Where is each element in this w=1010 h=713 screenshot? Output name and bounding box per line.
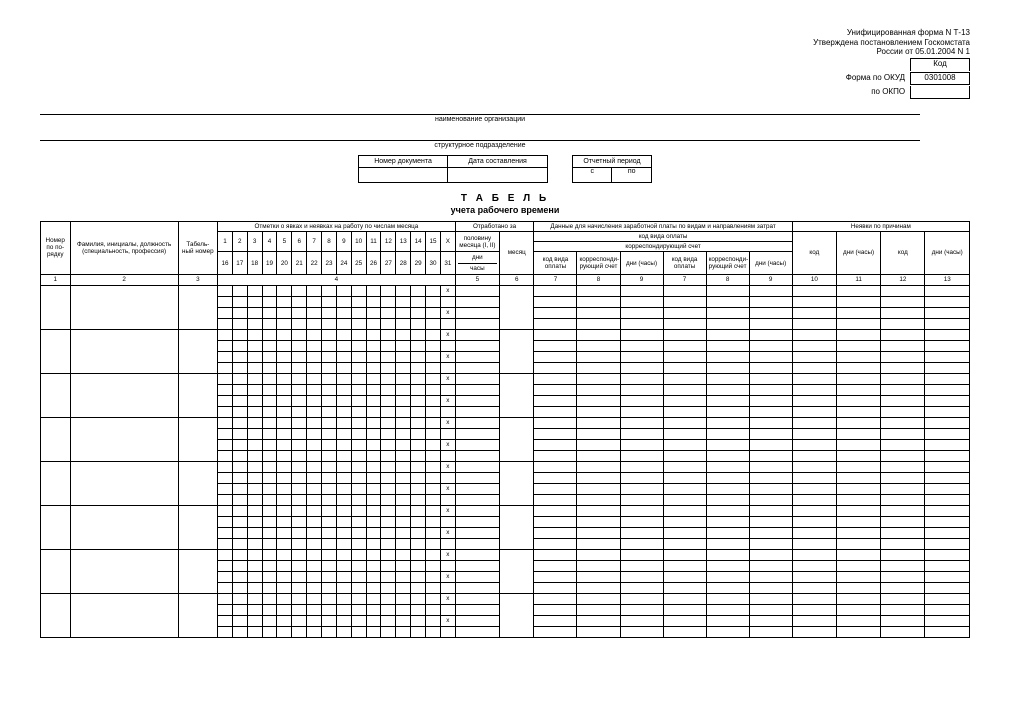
day-23: 23: [322, 252, 337, 274]
col-tab: Табель- ный номер: [178, 221, 217, 274]
pay-corr-1: корреспонди- рующий счет: [577, 252, 620, 274]
col-marks: Отметки о явках и неявках на работу по ч…: [218, 221, 456, 231]
day-26: 26: [366, 252, 381, 274]
doc-subtitle: учета рабочего времени: [40, 205, 970, 215]
subdiv-line: [40, 131, 920, 141]
doc-title: Т А Б Е Л Ь: [40, 193, 970, 204]
day-29: 29: [411, 252, 426, 274]
day-2: 2: [232, 232, 247, 252]
day-25: 25: [351, 252, 366, 274]
day-15: 15: [426, 232, 441, 252]
day-16: 16: [218, 252, 233, 274]
abs-days1: дни (часы): [836, 232, 880, 275]
okpo-label: по ОКПО: [871, 87, 905, 96]
day-4: 4: [262, 232, 277, 252]
day-18: 18: [247, 252, 262, 274]
col-paydata: Данные для начисления заработной платы п…: [534, 221, 792, 231]
approval-line2: Утверждена постановлением Госкомстата: [40, 38, 970, 48]
col-half: половину месяца (I, II): [455, 232, 499, 252]
col-name: Фамилия, инициалы, должность (специально…: [70, 221, 178, 274]
pay-dh-2: дни (часы): [749, 252, 792, 274]
day-11: 11: [366, 232, 381, 252]
okud-code: 0301008: [910, 72, 970, 85]
day-10: 10: [351, 232, 366, 252]
table-row: x: [41, 329, 970, 340]
day-12: 12: [381, 232, 396, 252]
day-x1: X: [440, 232, 455, 252]
col-corr: корреспондирующий счет: [534, 242, 792, 252]
day-21: 21: [292, 252, 307, 274]
day-30: 30: [426, 252, 441, 274]
table-row: x: [41, 373, 970, 384]
day-19: 19: [262, 252, 277, 274]
pay-type-2: код вида оплаты: [663, 252, 706, 274]
pay-type-1: код вида оплаты: [534, 252, 577, 274]
docnum-box: Номер документа: [358, 155, 448, 183]
day-6: 6: [292, 232, 307, 252]
abs-code1: код: [792, 232, 836, 275]
day-17: 17: [232, 252, 247, 274]
org-caption: наименование организации: [40, 116, 920, 123]
form-approval: Унифицированная форма N Т-13 Утверждена …: [40, 28, 970, 57]
day-9: 9: [336, 232, 351, 252]
col-days-hours: дни часы: [455, 252, 499, 274]
pay-dh-1: дни (часы): [620, 252, 663, 274]
docdate-box: Дата составления: [448, 155, 548, 183]
day-14: 14: [411, 232, 426, 252]
table-row: x: [41, 417, 970, 428]
doc-meta-row: Номер документа Дата составления Отчетны…: [40, 155, 970, 183]
timesheet-table: Номер по по- рядку Фамилия, инициалы, до…: [40, 221, 970, 638]
day-22: 22: [307, 252, 322, 274]
day-20: 20: [277, 252, 292, 274]
abs-code2: код: [881, 232, 925, 275]
day-28: 28: [396, 252, 411, 274]
approval-line3: России от 05.01.2004 N 1: [40, 47, 970, 57]
col-num: Номер по по- рядку: [41, 221, 71, 274]
okpo-code: [910, 86, 970, 99]
day-8: 8: [322, 232, 337, 252]
col-worked: Отработано за: [455, 221, 534, 231]
day-3: 3: [247, 232, 262, 252]
table-row: x: [41, 285, 970, 296]
table-row: x: [41, 461, 970, 472]
day-7: 7: [307, 232, 322, 252]
day-1: 1: [218, 232, 233, 252]
day-13: 13: [396, 232, 411, 252]
col-total: месяц: [500, 232, 534, 275]
column-number-row: 1 2 3 4 5 6 7 8 9 7 8 9 10 11 12 13: [41, 274, 970, 285]
day-31: 31: [440, 252, 455, 274]
subdiv-caption: структурное подразделение: [40, 142, 920, 149]
period-box: Отчетный период с по: [572, 155, 652, 183]
table-row: x: [41, 593, 970, 604]
approval-line1: Унифицированная форма N Т-13: [40, 28, 970, 38]
okud-label: Форма по ОКУД: [846, 73, 905, 82]
pay-corr-2: корреспонди- рующий счет: [706, 252, 749, 274]
col-paytype: код вида оплаты: [534, 232, 792, 242]
col-absence: Неявки по причинам: [792, 221, 969, 231]
abs-days2: дни (часы): [925, 232, 970, 275]
table-row: x: [41, 549, 970, 560]
table-row: x: [41, 505, 970, 516]
day-27: 27: [381, 252, 396, 274]
org-line: [40, 105, 920, 115]
code-header: Код: [910, 58, 970, 71]
day-24: 24: [336, 252, 351, 274]
day-5: 5: [277, 232, 292, 252]
